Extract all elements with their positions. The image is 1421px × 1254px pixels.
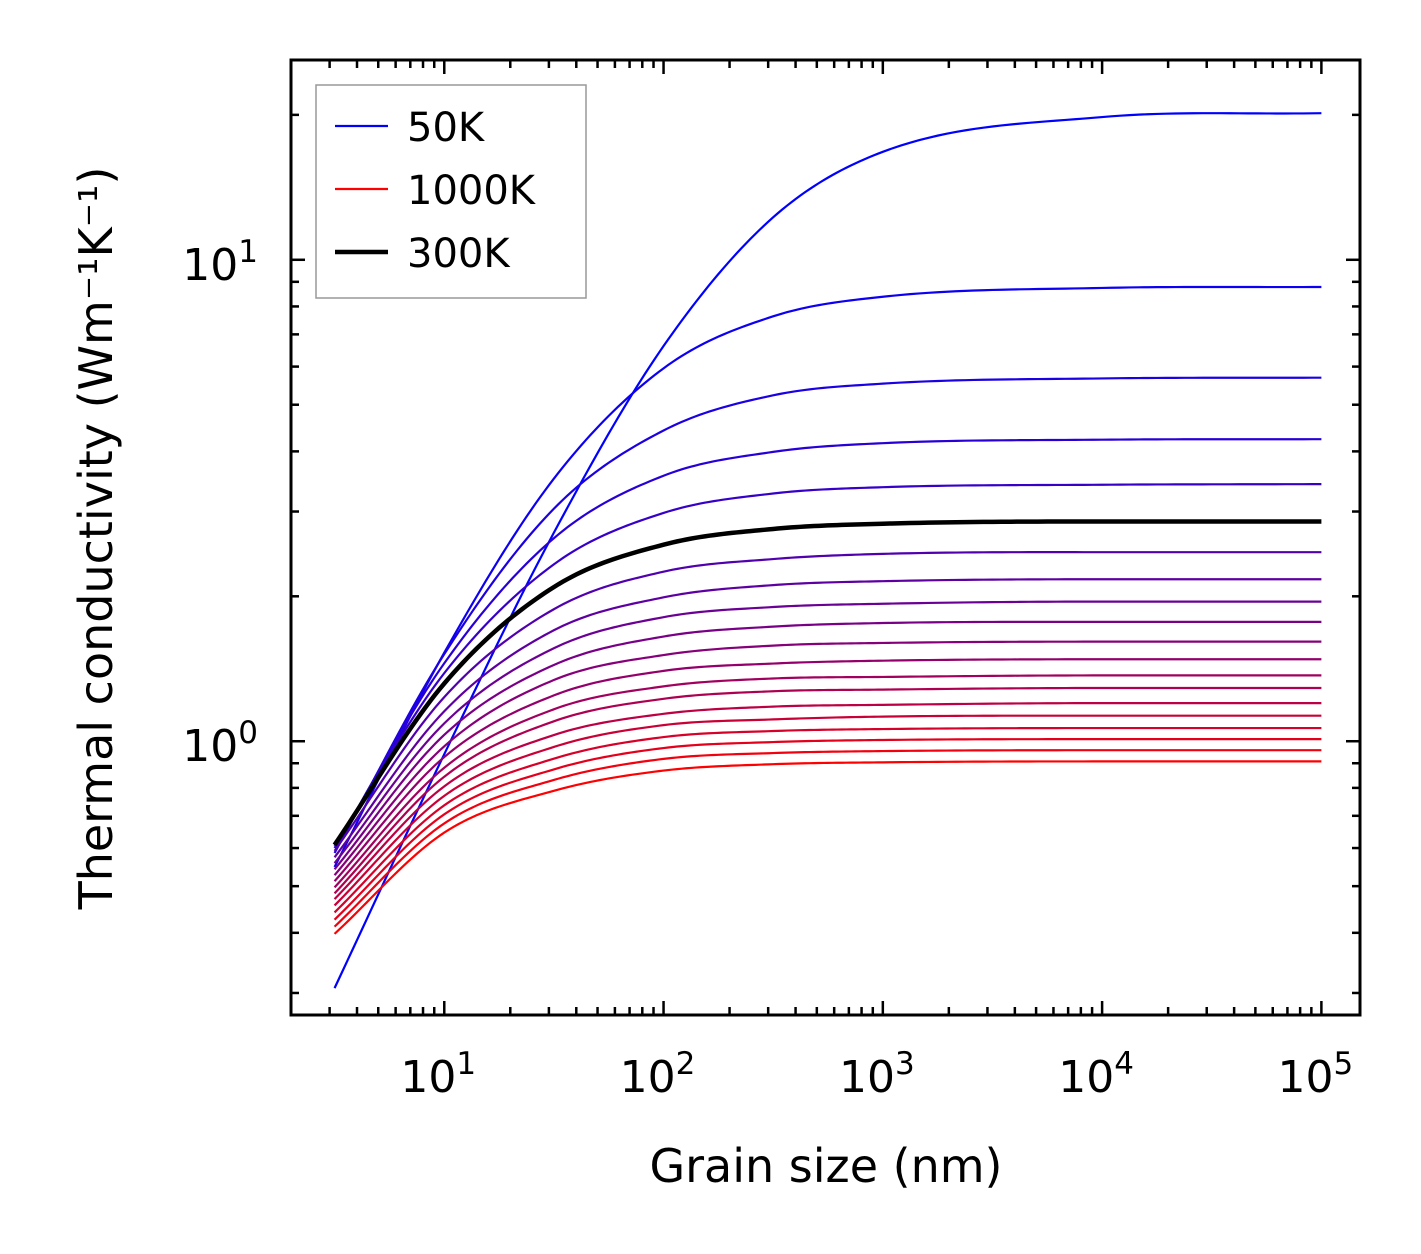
y-tick-label: 101 (182, 234, 258, 291)
x-tick-label: 103 (839, 1046, 915, 1103)
series-line-series-11 (333, 640, 1322, 876)
x-tick-labels: 101 102 103 104 105 (400, 1046, 1353, 1103)
series-line-series-10 (333, 620, 1322, 870)
series-line-series-19 (333, 749, 1322, 928)
legend-label: 50K (407, 105, 486, 151)
series-line-series-17 (333, 726, 1322, 914)
series-line-series-2 (333, 285, 1322, 868)
legend-item: 50K (335, 105, 486, 151)
series-line-series-5 (333, 483, 1322, 847)
series-line-series-8 (333, 578, 1322, 858)
legend-frame (315, 84, 587, 299)
y-tick-label: 100 (182, 715, 258, 772)
series-line-series-9 (333, 600, 1322, 864)
series-line-series-3 (333, 376, 1322, 854)
series-line-1000k (333, 760, 1322, 935)
x-tick-label: 104 (1058, 1046, 1134, 1103)
x-axis-label: Grain size (nm) (650, 1139, 1003, 1193)
legend-label: 1000K (407, 168, 537, 214)
series-line-50k (333, 112, 1322, 989)
series-layer (332, 112, 1322, 989)
series-line-series-7 (333, 551, 1322, 852)
series-line-series-16 (333, 714, 1322, 907)
legend-label: 300K (407, 231, 511, 277)
series-line-series-13 (333, 674, 1322, 889)
series-line-series-14 (333, 686, 1322, 895)
series-line-series-4 (333, 438, 1322, 849)
plot-frame (289, 58, 1362, 1017)
legend-item: 1000K (335, 168, 537, 214)
x-tick-label: 102 (620, 1046, 696, 1103)
legend-item: 300K (335, 231, 511, 277)
legend-items: 50K 1000K 300K (335, 105, 537, 277)
y-tick-labels: 100 101 (182, 234, 258, 772)
y-axis-label: Thermal conductivity (Wm⁻¹K⁻¹) (69, 167, 123, 911)
series-line-series-15 (333, 702, 1322, 900)
x-tick-label: 105 (1278, 1046, 1354, 1103)
series-line-series-18 (333, 738, 1322, 921)
legend: 50K 1000K 300K (315, 84, 587, 299)
series-line-300k (332, 519, 1322, 847)
x-tick-label: 101 (400, 1046, 476, 1103)
series-line-series-12 (333, 658, 1322, 882)
